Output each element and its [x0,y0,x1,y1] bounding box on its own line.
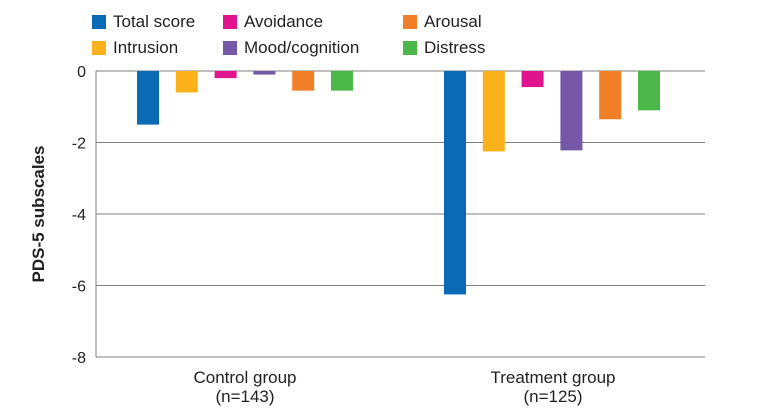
legend-item-mood-cognition: Mood/cognition [223,38,359,57]
legend-swatch [92,15,106,29]
y-tick-label: -6 [72,279,86,296]
legend-swatch [403,15,417,29]
x-category-label: Treatment group [490,368,615,387]
legend-item-distress: Distress [403,38,485,57]
legend-swatch [403,41,417,55]
y-tick-label: -4 [72,207,86,224]
bar-mood-cognition-0 [253,71,276,75]
legend-label: Mood/cognition [244,38,359,57]
legend-item-total-score: Total score [92,12,195,31]
legend-item-avoidance: Avoidance [223,12,323,31]
bar-intrusion-0 [175,71,198,93]
bar-avoidance-1 [521,71,544,88]
legend-label: Avoidance [244,12,323,31]
legend-label: Arousal [424,12,482,31]
bar-distress-0 [331,71,353,91]
legend-label: Intrusion [113,38,178,57]
bar-intrusion-1 [482,71,505,152]
x-category-sublabel: (n=143) [215,387,274,406]
bar-distress-1 [638,71,660,111]
bars [137,71,660,295]
legend-swatch [223,41,237,55]
legend-swatch [92,41,106,55]
bar-total-score-1 [444,71,466,295]
bar-mood-cognition-1 [560,71,583,151]
legend-item-arousal: Arousal [403,12,482,31]
legend-label: Distress [424,38,485,57]
bar-total-score-0 [137,71,159,125]
legend-item-intrusion: Intrusion [92,38,178,57]
bar-arousal-1 [599,71,622,120]
y-axis: 0 -2 -4 -6 -8 [72,64,97,367]
bar-arousal-0 [292,71,315,91]
x-category-label: Control group [193,368,296,387]
y-tick-label: -8 [72,350,86,367]
legend-label: Total score [113,12,195,31]
y-tick-label: -2 [72,136,86,153]
y-axis-label: PDS-5 subscales [29,145,48,282]
bar-avoidance-0 [214,71,237,79]
y-tick-label: 0 [77,64,86,81]
legend: Total score Avoidance Arousal Intrusion Mood… [92,12,485,57]
x-category-sublabel: (n=125) [523,387,582,406]
legend-swatch [223,15,237,29]
x-axis: Control group(n=143) Treatment group(n=12… [193,368,615,406]
